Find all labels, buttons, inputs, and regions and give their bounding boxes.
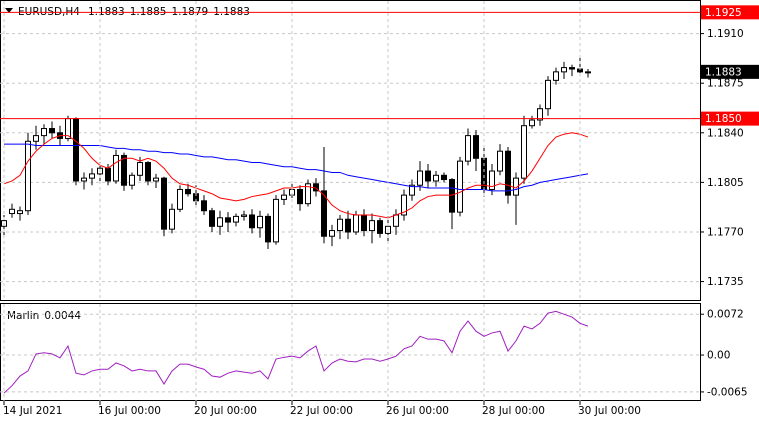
y-tick-label: 1.1770 <box>707 226 744 238</box>
candle-body <box>345 218 351 233</box>
candle-body <box>585 71 591 74</box>
candle-body <box>457 160 463 213</box>
candle-body <box>161 177 167 230</box>
candle-body <box>417 170 423 186</box>
candle-body <box>225 217 231 223</box>
candle-body <box>505 150 511 196</box>
candle-body <box>121 154 127 186</box>
y-tick-label: -0.0065 <box>707 386 748 398</box>
candle-body <box>257 215 263 229</box>
candle-body <box>41 128 47 137</box>
y-tick-label: 1.1840 <box>707 127 744 139</box>
candle-body <box>305 183 311 205</box>
x-tick-label: 16 Jul 00:00 <box>98 405 161 417</box>
candle-body <box>137 162 143 176</box>
candle-body <box>409 184 415 196</box>
x-tick-label: 14 Jul 2021 <box>3 405 62 417</box>
indicator-name: Marlin <box>7 310 39 322</box>
level-label: 1.1925 <box>705 7 742 19</box>
x-tick-label: 30 Jul 00:00 <box>578 405 641 417</box>
indicator-value: 0.0044 <box>44 310 81 322</box>
candle-body <box>105 167 111 182</box>
main-panel-frame <box>0 0 701 301</box>
candle-body <box>449 179 455 213</box>
price-label-box <box>701 64 759 79</box>
candle-body <box>177 188 183 210</box>
candle-body <box>273 198 279 243</box>
candle-body <box>113 154 119 182</box>
candle-body <box>369 220 375 232</box>
menu-triangle[interactable] <box>5 8 13 13</box>
candle-body <box>145 162 151 182</box>
candle-body <box>297 188 303 205</box>
level-label-box <box>701 111 759 126</box>
candle-body <box>241 214 247 217</box>
candle-body <box>377 220 383 234</box>
candle-body <box>329 230 335 237</box>
candle-body <box>441 174 447 181</box>
candle-body <box>17 210 23 215</box>
candle-body <box>49 128 55 134</box>
y-tick-label: 1.1875 <box>707 78 744 90</box>
candle-body <box>25 140 31 212</box>
candle-body <box>497 150 503 172</box>
candle-body <box>473 135 479 159</box>
candle-body <box>545 79 551 110</box>
candle-body <box>249 214 255 229</box>
x-tick-label: 28 Jul 00:00 <box>482 405 545 417</box>
candle-body <box>537 108 543 121</box>
candle-body <box>561 67 567 73</box>
level-label: 1.1850 <box>705 113 742 125</box>
candle-body <box>233 215 239 223</box>
candle-body <box>129 174 135 186</box>
indicator-panel-frame <box>0 303 701 401</box>
candle-body <box>553 71 559 81</box>
level-label-box <box>701 5 759 20</box>
y-tick-label: 1.1805 <box>707 177 744 189</box>
candle-body <box>361 214 367 232</box>
candle-body <box>265 215 271 243</box>
x-tick-label: 22 Jul 00:00 <box>290 405 353 417</box>
candle-body <box>153 177 159 182</box>
candle-body <box>337 218 343 232</box>
candle-body <box>185 188 191 195</box>
candle-body <box>201 200 207 212</box>
candle-body <box>401 194 407 216</box>
candle-body <box>9 208 15 215</box>
candle-body <box>321 190 327 237</box>
candle-body <box>169 208 175 230</box>
y-tick-label: 0.00 <box>707 350 730 362</box>
indicator-header: Marlin 0.0044 <box>7 310 81 322</box>
y-tick-label: 1.1735 <box>707 276 744 288</box>
candle-body <box>73 118 79 182</box>
candle-body <box>569 67 575 70</box>
y-tick-label: 0.0072 <box>707 309 744 321</box>
candle-body <box>465 135 471 162</box>
candle-body <box>529 119 535 127</box>
x-tick-label: 20 Jul 00:00 <box>194 405 257 417</box>
moving-average <box>3 132 589 219</box>
indicator-line <box>3 310 589 394</box>
candle-body <box>81 177 87 182</box>
candle-body <box>217 217 223 227</box>
candle-body <box>425 170 431 182</box>
candle-body <box>521 125 527 179</box>
candle-body <box>513 177 519 196</box>
candle-body <box>433 174 439 182</box>
price-label: 1.1883 <box>705 66 742 78</box>
candle-body <box>281 194 287 200</box>
candle-body <box>489 170 495 190</box>
moving-average <box>4 143 589 192</box>
y-tick-label: 1.1910 <box>707 28 744 40</box>
candle-body <box>89 173 95 179</box>
candle-body <box>33 135 39 142</box>
x-tick-label: 26 Jul 00:00 <box>386 405 449 417</box>
candle-body <box>393 214 399 227</box>
candle-body <box>353 214 359 233</box>
candle-body <box>209 210 215 227</box>
